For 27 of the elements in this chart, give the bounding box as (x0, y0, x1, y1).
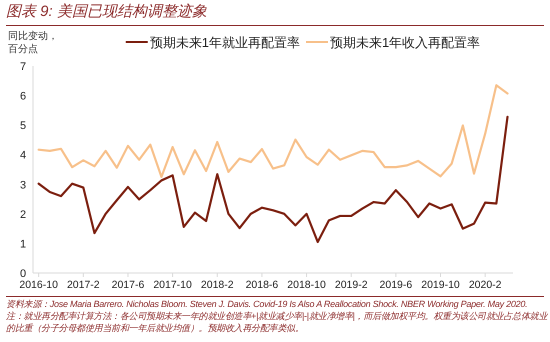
x-tick-label: 2020-2 (468, 279, 502, 291)
x-tick-label: 2018-10 (287, 279, 326, 291)
line-series (38, 84, 509, 178)
line-series (38, 116, 509, 244)
x-tick-label: 2018-2 (200, 279, 234, 291)
y-tick-label: 5 (20, 120, 26, 132)
y-tick-label: 6 (20, 90, 26, 103)
y-tick-label: 1 (20, 238, 26, 250)
y-axis-title: 同比变动，百分点 (8, 30, 59, 56)
text: 资料来源：Jose Maria Barrero. Nicholas Bloom. Steven J. Davis. Covid-19 Is Also A Reallocation Shock. NBER Working Paper. May 2020. (6, 298, 528, 310)
text: 注：就业再分配率计算方法：各公司预期未来一年的就业创造率+|就业减少率|-|就业净增率|，而后做加权平均。权重为该公司就业占总体就业的比重（分子分母都使用当前和一年后就业均值）。预期收入再分配率类似。 (6, 310, 548, 334)
y-tick-label: 0 (20, 268, 26, 280)
x-tick-label: 2017-2 (66, 279, 100, 291)
y-tick-label: 7 (20, 61, 26, 73)
y-tick-label: 2 (20, 208, 26, 221)
chart-title: 图表 9: 美国已现结构调整迹象 (6, 2, 207, 21)
x-tick-label: 2017-6 (112, 279, 144, 291)
y-tick-label: 4 (20, 150, 26, 162)
x-tick-label: 2019-6 (380, 279, 412, 291)
x-tick-label: 2019-2 (334, 279, 368, 291)
x-tick-label: 2017-10 (153, 279, 192, 291)
legend-label: 预期未来1年收入再配置率 (330, 35, 480, 50)
legend-label: 预期未来1年就业再配置率 (150, 35, 300, 50)
x-tick-label: 2018-6 (246, 279, 278, 291)
y-tick-label: 3 (20, 179, 26, 192)
x-tick-label: 2019-10 (421, 279, 460, 291)
x-tick-label: 2016-10 (19, 279, 58, 291)
